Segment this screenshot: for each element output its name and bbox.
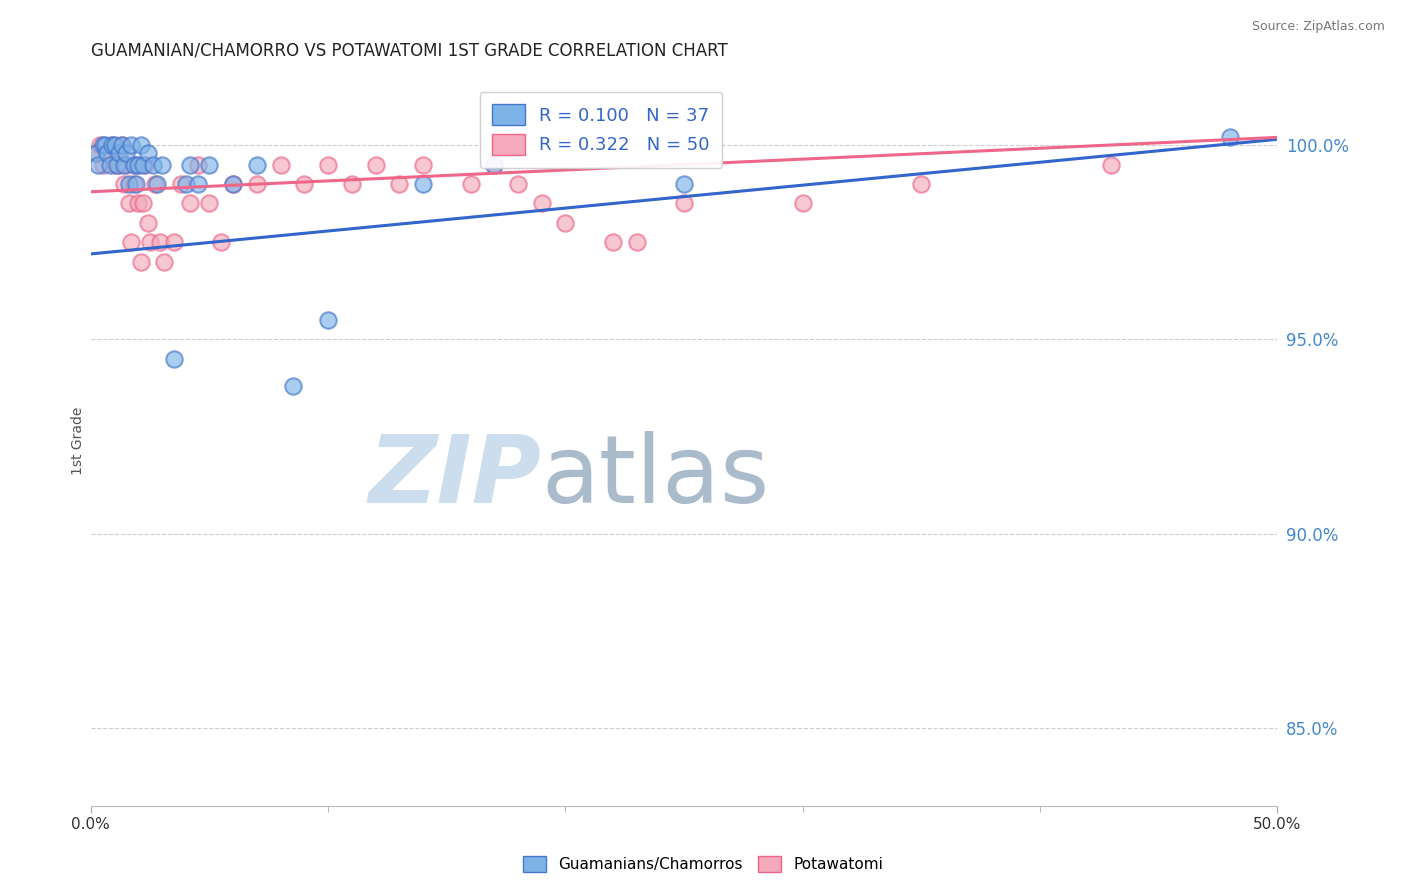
Point <box>120 235 142 250</box>
Point <box>127 157 149 171</box>
Point <box>506 177 529 191</box>
Point <box>222 177 245 191</box>
Point <box>118 196 141 211</box>
Point <box>187 157 209 171</box>
Point <box>120 138 142 153</box>
Point <box>626 235 648 250</box>
Point <box>129 138 152 153</box>
Point <box>127 196 149 211</box>
Point <box>198 157 221 171</box>
Point <box>340 177 363 191</box>
Point <box>105 157 128 171</box>
Point <box>146 177 169 191</box>
Point <box>1099 157 1122 171</box>
Point <box>412 177 434 191</box>
Point <box>246 177 269 191</box>
Point <box>122 177 145 191</box>
Point <box>115 145 138 160</box>
Point <box>136 145 159 160</box>
Point <box>179 196 201 211</box>
Point <box>149 235 172 250</box>
Legend: R = 0.100   N = 37, R = 0.322   N = 50: R = 0.100 N = 37, R = 0.322 N = 50 <box>479 92 723 168</box>
Text: atlas: atlas <box>541 431 770 523</box>
Point <box>673 196 696 211</box>
Point <box>105 145 128 160</box>
Point <box>101 138 124 153</box>
Point <box>484 157 506 171</box>
Point <box>198 196 221 211</box>
Point <box>111 138 134 153</box>
Point <box>792 196 814 211</box>
Point <box>112 157 135 171</box>
Point <box>1219 130 1241 145</box>
Point <box>364 157 387 171</box>
Point <box>101 138 124 153</box>
Point <box>281 379 304 393</box>
Point <box>388 177 411 191</box>
Point <box>673 177 696 191</box>
Point <box>84 145 107 160</box>
Point <box>96 145 118 160</box>
Text: GUAMANIAN/CHAMORRO VS POTAWATOMI 1ST GRADE CORRELATION CHART: GUAMANIAN/CHAMORRO VS POTAWATOMI 1ST GRA… <box>91 42 727 60</box>
Point <box>460 177 482 191</box>
Point <box>187 177 209 191</box>
Point <box>143 177 166 191</box>
Point <box>316 157 339 171</box>
Point <box>530 196 553 211</box>
Point <box>150 157 173 171</box>
Y-axis label: 1st Grade: 1st Grade <box>72 406 86 475</box>
Point <box>122 157 145 171</box>
Point <box>139 235 162 250</box>
Point <box>118 177 141 191</box>
Point <box>246 157 269 171</box>
Point <box>91 138 114 153</box>
Point <box>554 216 576 230</box>
Point <box>209 235 232 250</box>
Text: Source: ZipAtlas.com: Source: ZipAtlas.com <box>1251 20 1385 33</box>
Point <box>174 177 197 191</box>
Point <box>132 157 155 171</box>
Point <box>108 145 131 160</box>
Point <box>111 138 134 153</box>
Point <box>163 235 186 250</box>
Point <box>163 351 186 366</box>
Legend: Guamanians/Chamorros, Potawatomi: Guamanians/Chamorros, Potawatomi <box>516 848 890 880</box>
Point <box>125 177 148 191</box>
Point <box>125 157 148 171</box>
Point <box>96 145 118 160</box>
Point <box>222 177 245 191</box>
Point <box>316 313 339 327</box>
Point <box>294 177 316 191</box>
Point <box>87 157 110 171</box>
Point <box>112 177 135 191</box>
Point <box>94 138 117 153</box>
Text: ZIP: ZIP <box>368 431 541 523</box>
Point <box>98 157 121 171</box>
Point <box>602 235 624 250</box>
Point <box>179 157 201 171</box>
Point <box>910 177 932 191</box>
Point <box>89 138 111 153</box>
Point <box>136 216 159 230</box>
Point <box>84 145 107 160</box>
Point <box>153 254 176 268</box>
Point <box>129 254 152 268</box>
Point <box>170 177 193 191</box>
Point <box>115 157 138 171</box>
Point <box>412 157 434 171</box>
Point <box>141 157 163 171</box>
Point <box>134 157 156 171</box>
Point <box>108 157 131 171</box>
Point <box>91 157 114 171</box>
Point <box>132 196 155 211</box>
Point <box>103 157 125 171</box>
Point <box>103 138 125 153</box>
Point <box>484 157 506 171</box>
Point <box>270 157 292 171</box>
